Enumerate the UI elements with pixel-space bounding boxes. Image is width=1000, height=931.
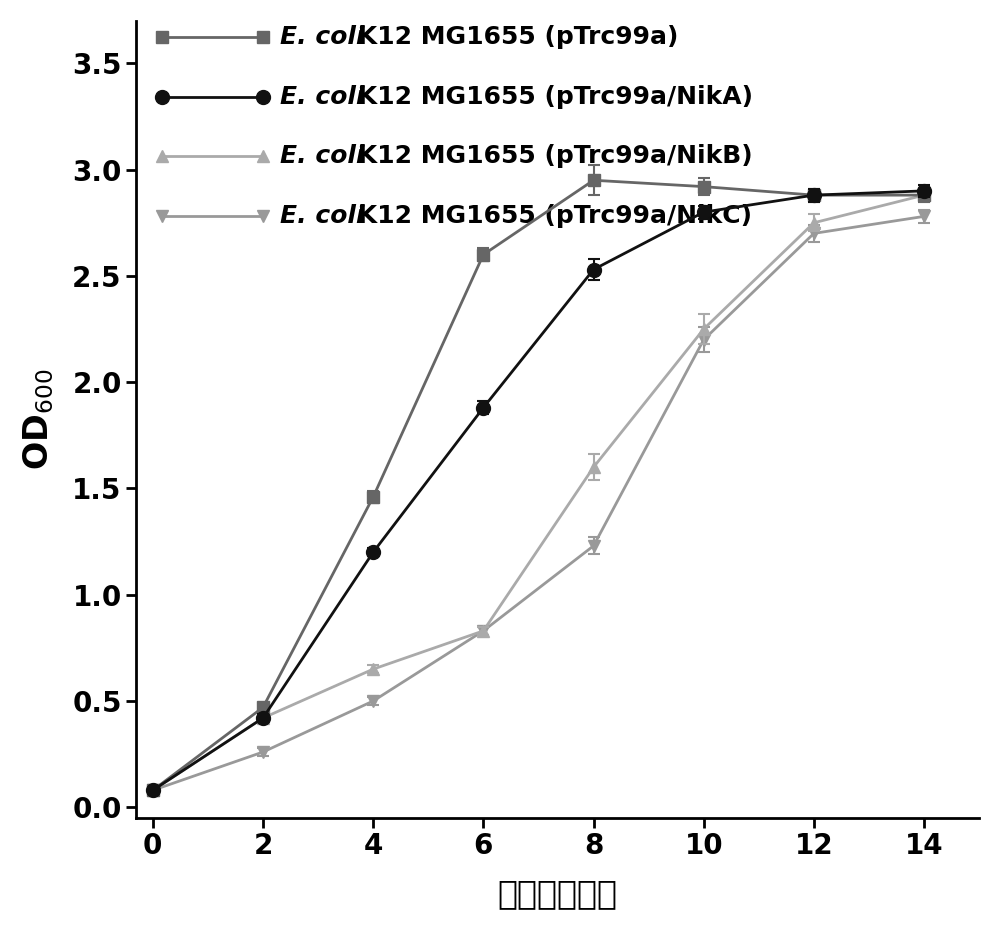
Text: E. coli: E. coli	[280, 144, 364, 169]
X-axis label: 时间（小时）: 时间（小时）	[498, 877, 618, 911]
Text: E. coli: E. coli	[280, 204, 364, 228]
Text: K12 MG1655 (pTrc99a/NikC): K12 MG1655 (pTrc99a/NikC)	[349, 204, 752, 228]
Text: E. coli: E. coli	[280, 25, 364, 48]
Y-axis label: OD$_{600}$: OD$_{600}$	[21, 369, 56, 470]
Text: K12 MG1655 (pTrc99a/NikA): K12 MG1655 (pTrc99a/NikA)	[349, 85, 753, 109]
Text: K12 MG1655 (pTrc99a/NikB): K12 MG1655 (pTrc99a/NikB)	[349, 144, 752, 169]
Text: K12 MG1655 (pTrc99a): K12 MG1655 (pTrc99a)	[349, 25, 678, 48]
Text: E. coli: E. coli	[280, 85, 364, 109]
